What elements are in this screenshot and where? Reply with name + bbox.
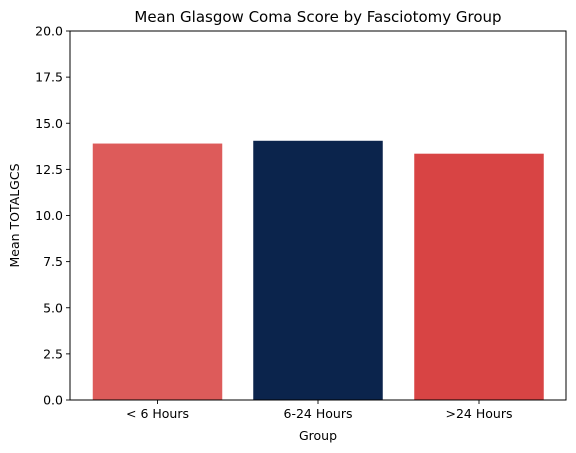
x-axis: < 6 Hours 6-24 Hours >24 Hours — [126, 400, 512, 421]
x-tick-label: < 6 Hours — [126, 406, 189, 421]
y-tick-label: 5.0 — [43, 300, 63, 315]
bar-0 — [92, 143, 223, 401]
y-tick-label: 15.0 — [35, 116, 63, 131]
bars-group — [92, 140, 544, 401]
y-tick-label: 20.0 — [35, 24, 63, 39]
bar-1 — [253, 140, 383, 400]
x-axis-label: Group — [299, 428, 337, 443]
y-axis: 0.0 2.5 5.0 7.5 10.0 12.5 15.0 17.5 20.0 — [35, 24, 70, 408]
chart-title: Mean Glasgow Coma Score by Fasciotomy Gr… — [134, 8, 501, 26]
x-tick-label: 6-24 Hours — [284, 406, 353, 421]
bar-2 — [414, 153, 544, 400]
y-tick-label: 12.5 — [35, 162, 63, 177]
y-tick-label: 0.0 — [43, 393, 63, 408]
y-tick-label: 7.5 — [43, 254, 63, 269]
y-tick-label: 10.0 — [35, 208, 63, 223]
y-tick-label: 17.5 — [35, 70, 63, 85]
y-axis-label: Mean TOTALGCS — [7, 163, 22, 267]
y-tick-label: 2.5 — [43, 346, 63, 361]
x-tick-label: >24 Hours — [446, 406, 513, 421]
